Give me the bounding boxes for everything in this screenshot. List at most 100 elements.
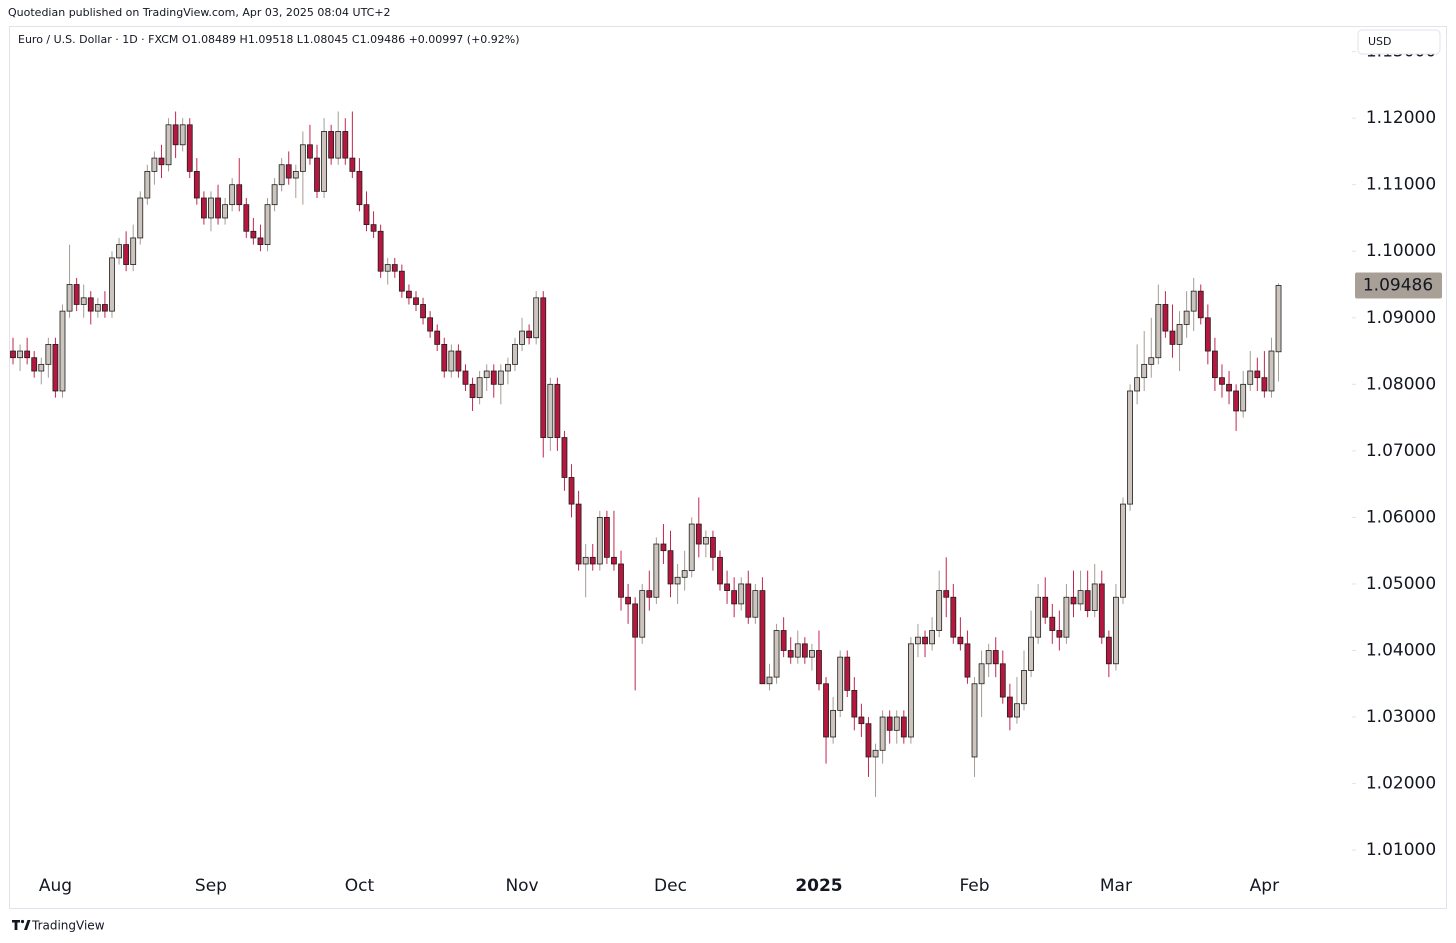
currency-box[interactable] [1357, 29, 1441, 55]
candle-body [1275, 285, 1282, 353]
candle-body [752, 590, 759, 618]
x-tick-label: Dec [654, 876, 687, 896]
candle-body [999, 663, 1006, 698]
candle-body [1261, 377, 1268, 392]
candle-body [943, 590, 950, 598]
candle-body [568, 477, 575, 505]
candle-body [1197, 290, 1204, 319]
candle-body [236, 184, 243, 206]
candle-body [858, 716, 865, 725]
candle-body [1035, 596, 1042, 638]
candle-body [413, 297, 419, 305]
candle-body [186, 124, 193, 172]
y-tick-label: 1.04000 [1366, 640, 1436, 660]
candle-body [837, 656, 844, 711]
currency-label[interactable]: USD [1368, 35, 1392, 48]
candle-body [632, 603, 639, 638]
candle-body [1014, 703, 1020, 718]
candle-body [823, 683, 829, 738]
candle-body [1155, 304, 1162, 359]
candle-body [695, 523, 702, 545]
candle-body [964, 643, 971, 678]
symbol-legend: Euro / U.S. Dollar · 1D · FXCM O1.08489 … [18, 33, 520, 46]
candle-body [179, 124, 186, 146]
candle-body [59, 310, 66, 392]
candle-body [285, 164, 292, 179]
candle-body [384, 264, 391, 272]
candle-body [370, 224, 377, 232]
candle-body [441, 343, 448, 372]
candle-body [1148, 357, 1155, 365]
plot: 1.01000 1.02000 1.03000 1.04000 1.05000 1.060… [10, 42, 1436, 860]
candle-body [307, 144, 313, 159]
candle-body [1233, 390, 1240, 412]
x-tick-label: Aug [39, 876, 72, 896]
candle-body [667, 550, 674, 585]
candle-body [554, 383, 561, 438]
candle-body [448, 350, 455, 372]
candle-body [851, 690, 858, 718]
candle-body [688, 523, 695, 572]
candle-body [547, 383, 554, 438]
candle-body [724, 583, 730, 592]
candle-body [653, 543, 660, 598]
y-tick-label: 1.03000 [1366, 707, 1436, 727]
candle-body [299, 144, 306, 172]
candle-body [123, 244, 130, 265]
candle-body [526, 330, 533, 339]
logo-mark [24, 920, 31, 930]
candle-body [1176, 324, 1183, 345]
candle-body [1113, 596, 1119, 665]
y-tick-label: 1.12000 [1366, 108, 1436, 128]
candle-body [165, 124, 172, 166]
candle-body [1077, 590, 1084, 605]
candle-body [87, 297, 94, 312]
candle-body [271, 184, 278, 206]
logo-mark [20, 919, 25, 924]
candle-body [596, 517, 603, 565]
candle-body [1254, 370, 1261, 379]
candle-body [94, 304, 101, 312]
candle-body [222, 204, 229, 219]
logo-mark [12, 920, 20, 930]
candle-body [250, 230, 257, 239]
footer-brand: TradingView [31, 919, 105, 933]
candle-body [971, 683, 978, 758]
candle-body [398, 270, 405, 292]
candle-body [809, 650, 815, 658]
candle-body [660, 543, 667, 552]
x-tick-label: Nov [505, 876, 538, 896]
candle-body [17, 350, 23, 359]
candle-body [243, 204, 250, 232]
footer-logo: TradingView [12, 919, 105, 933]
candle-body [646, 590, 653, 598]
candle-body [427, 317, 434, 332]
candle-body [158, 157, 165, 166]
candle-body [773, 630, 780, 678]
candle-body [1141, 363, 1148, 379]
candle-body [172, 124, 179, 146]
candle-body [575, 503, 582, 565]
candle-body [1049, 616, 1056, 631]
publish-info: Quotedian published on TradingView.com, … [8, 6, 391, 19]
candle-body [356, 170, 363, 206]
candle-body [540, 297, 547, 438]
candle-body [80, 297, 87, 305]
candle-body [865, 723, 872, 758]
y-tick-label: 1.09000 [1366, 308, 1436, 328]
candle-body [639, 590, 646, 638]
candle-body [1084, 590, 1091, 611]
x-tick-label: Apr [1250, 876, 1279, 896]
candle-body [519, 330, 525, 345]
candle-body [1268, 350, 1275, 392]
candle-body [73, 284, 80, 305]
candle-body [992, 650, 999, 665]
last-price-box [1355, 272, 1442, 299]
candle-body [603, 517, 610, 558]
candle-body [1204, 317, 1211, 352]
candle-body [469, 383, 476, 399]
candle-body [342, 131, 349, 159]
candle-body [292, 170, 299, 179]
candle-body [144, 170, 151, 199]
candle-body [1063, 596, 1070, 638]
